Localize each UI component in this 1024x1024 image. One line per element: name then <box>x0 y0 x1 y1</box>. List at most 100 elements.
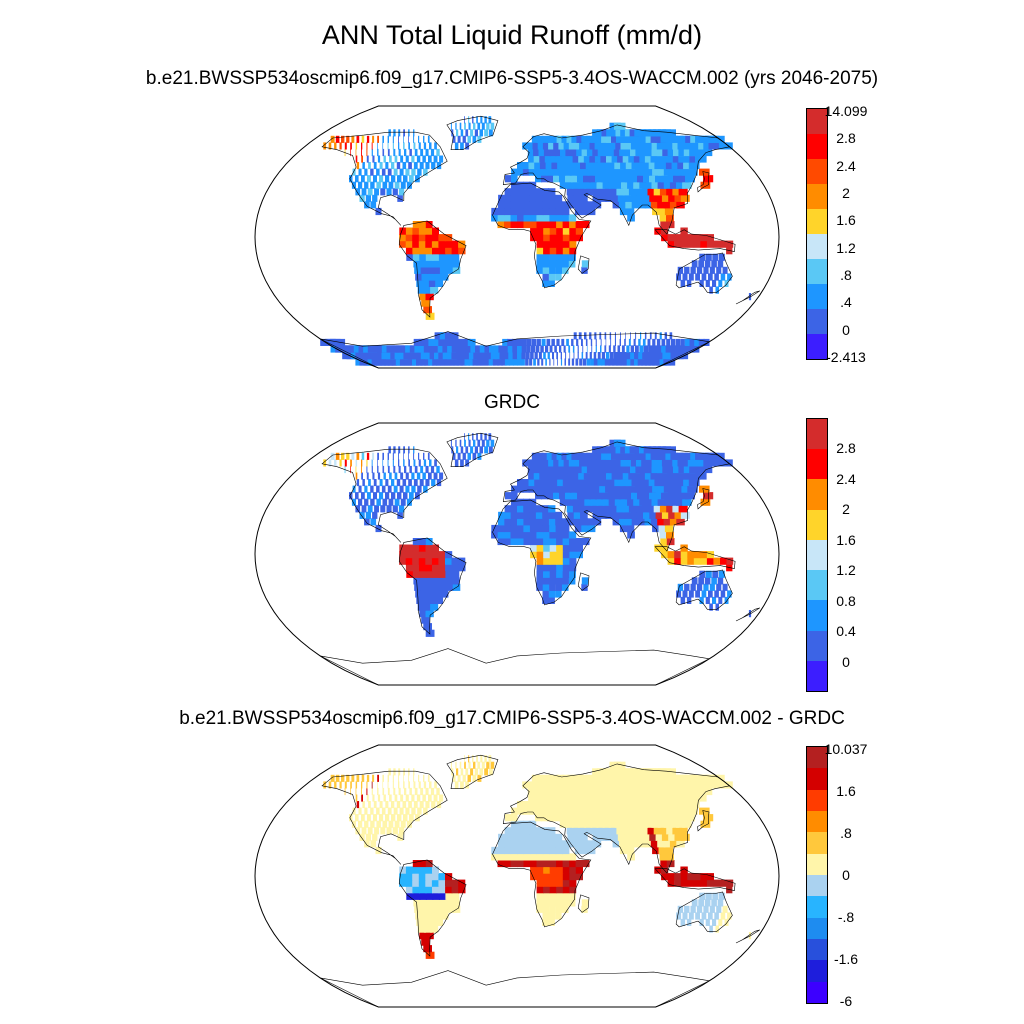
grid-cell <box>562 544 570 552</box>
colorbar-swatch <box>807 509 827 540</box>
grid-cell <box>577 175 585 183</box>
grid-cell <box>561 774 570 782</box>
panel-2-map <box>254 422 780 686</box>
grid-cell <box>668 511 677 519</box>
grid-cell <box>355 188 361 196</box>
grid-cell <box>439 260 447 268</box>
grid-cell <box>661 814 671 822</box>
grid-cell <box>677 266 684 274</box>
grid-cell <box>666 505 676 513</box>
grid-cell <box>657 201 666 209</box>
grid-cell <box>726 240 734 248</box>
grid-cell <box>368 801 371 809</box>
grid-cell <box>595 338 597 346</box>
grid-cell <box>548 833 556 841</box>
colorbar-swatch <box>807 419 827 450</box>
grid-cell <box>413 260 422 268</box>
grid-cell <box>556 774 565 782</box>
grid-cell <box>422 918 431 926</box>
grid-cell <box>577 352 579 360</box>
grid-cell <box>393 787 396 796</box>
grid-cell <box>558 459 566 467</box>
grid-cell <box>473 439 476 447</box>
coastline-africa <box>492 821 592 928</box>
grid-cell <box>611 511 620 519</box>
colorbar-tick-label: 2.8 <box>836 440 856 457</box>
grid-cell <box>540 807 548 815</box>
grid-cell <box>388 446 391 454</box>
grid-cell <box>419 221 427 229</box>
grid-cell <box>542 781 550 789</box>
grid-cell <box>500 358 507 366</box>
grid-cell <box>543 557 551 565</box>
grid-cell <box>397 511 403 519</box>
grid-cell <box>361 492 365 500</box>
coastline-north-america <box>321 770 448 865</box>
grid-cell <box>408 129 410 137</box>
grid-cell <box>409 465 412 474</box>
grid-cell <box>432 247 440 255</box>
grid-cell <box>460 459 464 467</box>
grid-cell <box>392 774 394 782</box>
grid-cell <box>385 479 389 487</box>
grid-cell <box>578 332 582 340</box>
grid-cell <box>674 873 682 881</box>
coastline-africa <box>492 182 592 289</box>
grid-cell <box>710 774 725 782</box>
grid-cell <box>406 498 412 506</box>
grid-cell <box>536 227 544 235</box>
grid-cell <box>637 492 646 500</box>
grid-cell <box>542 583 550 591</box>
grid-cell <box>727 912 732 920</box>
grid-cell <box>571 774 580 782</box>
grid-cell <box>654 227 662 235</box>
grid-cell <box>549 247 557 255</box>
grid-cell <box>695 472 707 480</box>
grid-cell <box>567 511 575 519</box>
grid-cell <box>510 518 518 526</box>
grid-cell <box>660 162 671 170</box>
grid-cell <box>505 175 512 183</box>
grid-cell <box>451 886 459 894</box>
grid-cell <box>667 557 675 565</box>
grid-cell <box>440 273 449 281</box>
grid-cell <box>693 551 701 559</box>
grid-cell <box>532 459 540 467</box>
grid-cell <box>720 879 727 887</box>
grid-cell <box>473 761 476 769</box>
grid-cell <box>549 860 557 868</box>
grid-cell <box>548 596 555 604</box>
grid-cell <box>613 761 626 769</box>
grid-cell <box>405 866 413 874</box>
grid-cell <box>597 787 607 796</box>
grid-cell <box>361 188 367 196</box>
grid-cell <box>370 201 377 209</box>
grid-cell <box>549 551 557 559</box>
grid-cell <box>399 485 404 493</box>
grid-cell <box>709 583 715 591</box>
grid-cell <box>568 142 577 150</box>
grid-cell <box>543 564 551 572</box>
grid-cell <box>700 498 711 506</box>
grid-cell <box>422 794 426 802</box>
grid-cell <box>556 886 564 894</box>
grid-cell <box>366 452 370 460</box>
grid-cell <box>536 905 544 913</box>
map-outline <box>254 422 780 686</box>
grid-cell <box>548 918 555 926</box>
grid-cell <box>686 279 692 287</box>
grid-cell <box>545 479 553 487</box>
grid-cell <box>605 833 614 841</box>
grid-cell <box>569 352 571 360</box>
grid-cell <box>458 557 466 565</box>
grid-cell <box>403 768 405 776</box>
grid-cell <box>417 286 426 294</box>
grid-cell <box>503 352 510 360</box>
grid-cell <box>573 352 575 360</box>
grid-cell <box>549 524 557 533</box>
grid-cell <box>387 452 389 460</box>
grid-cell <box>559 345 562 353</box>
grid-cell <box>528 801 536 809</box>
grid-cell <box>578 155 587 163</box>
grid-cell <box>393 485 398 493</box>
